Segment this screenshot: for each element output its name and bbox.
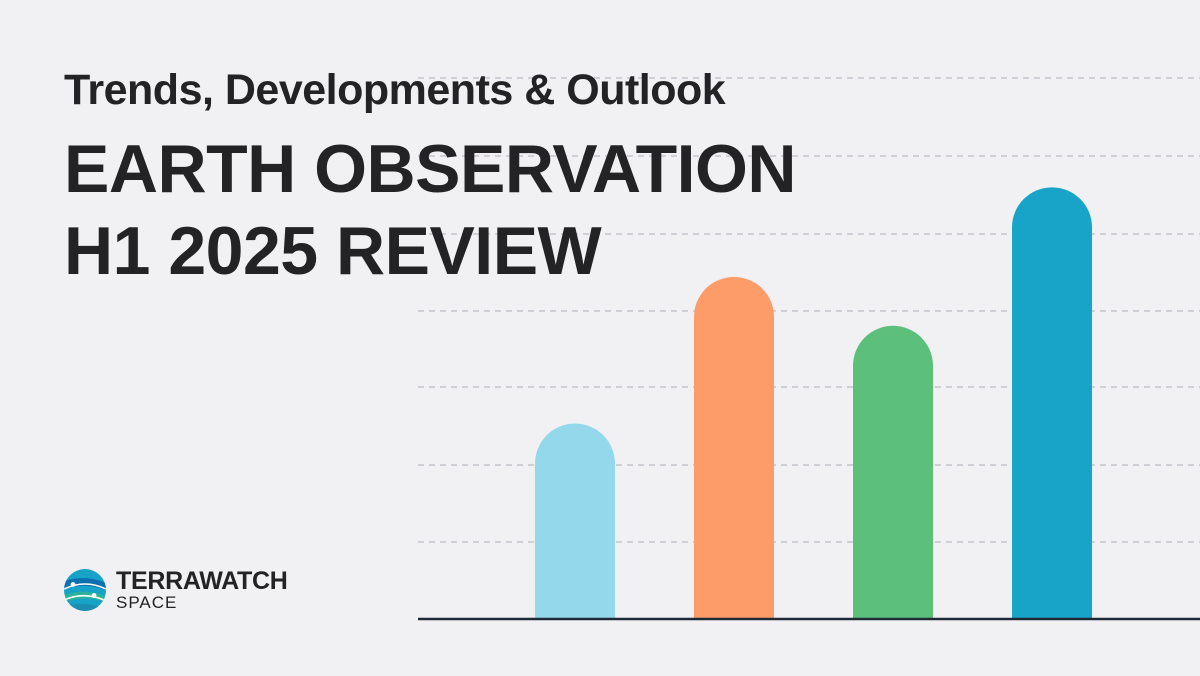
bar-4	[1012, 187, 1092, 619]
bar-3	[853, 325, 933, 619]
bar-2	[694, 276, 774, 619]
title-line-1: EARTH OBSERVATION	[64, 131, 797, 207]
title-line-2: H1 2025 REVIEW	[64, 213, 602, 289]
bars	[535, 187, 1092, 619]
globe-orbit-icon	[64, 569, 106, 611]
logo-brand: TERRAWATCH	[116, 567, 288, 595]
headline: Trends, Developments & Outlook EARTH OBS…	[64, 60, 797, 292]
bar-1	[535, 423, 615, 619]
terrawatch-logo: TERRAWATCH SPACE	[62, 567, 288, 613]
subtitle: Trends, Developments & Outlook	[64, 66, 726, 114]
logo-subtext: SPACE	[116, 593, 178, 612]
